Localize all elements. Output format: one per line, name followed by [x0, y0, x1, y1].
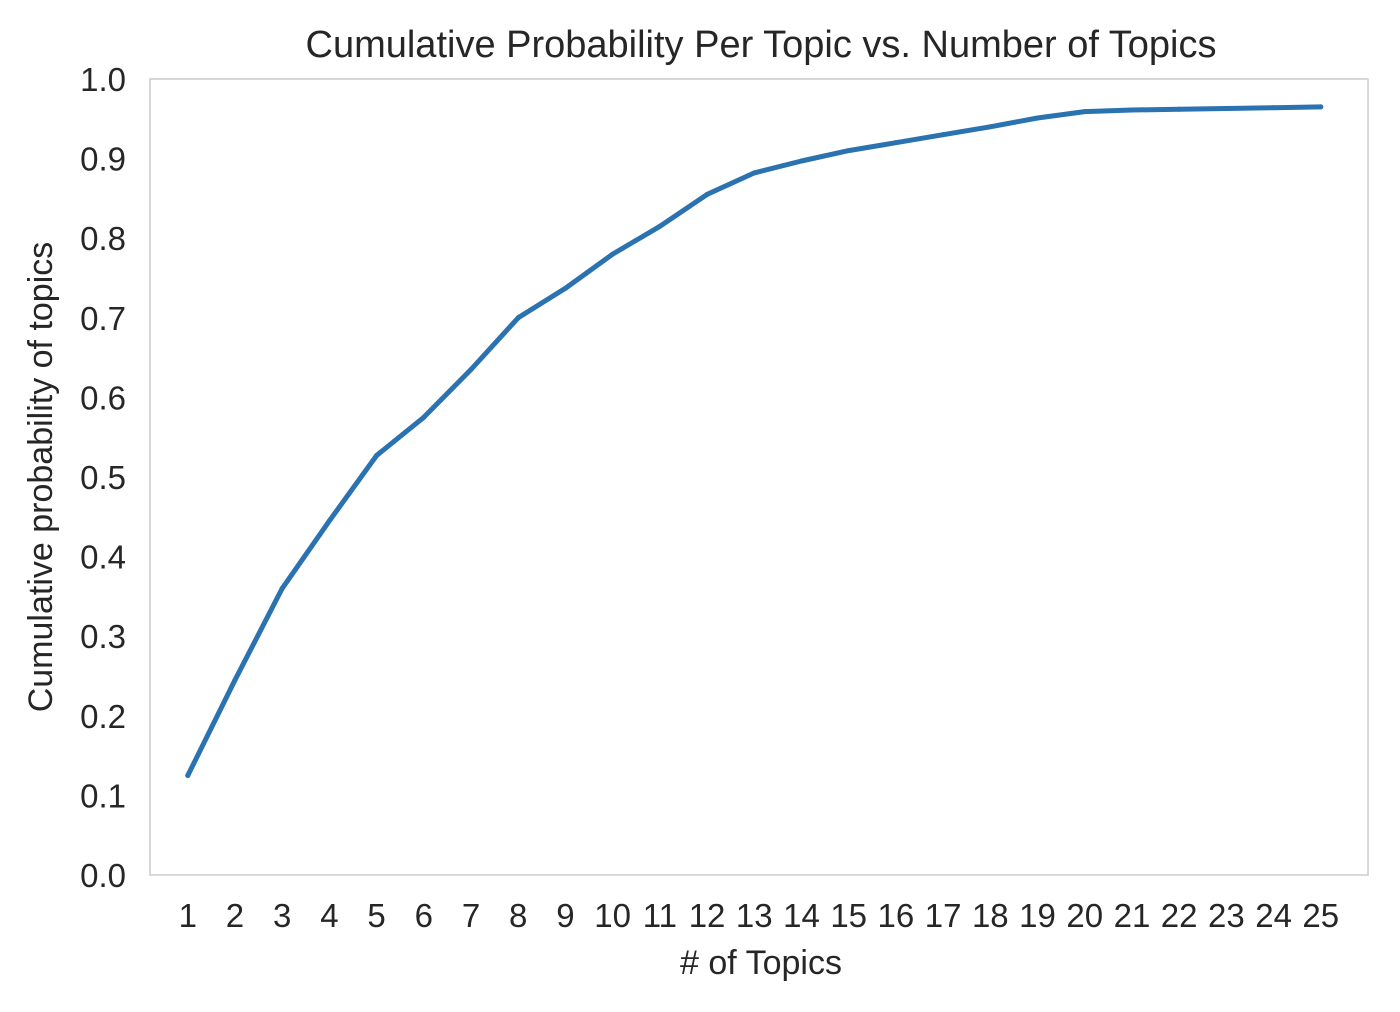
x-tick-label: 13	[736, 897, 773, 934]
y-tick-label: 1.0	[80, 61, 126, 98]
x-tick-label: 8	[509, 897, 527, 934]
data-point	[515, 315, 521, 321]
data-point	[468, 367, 474, 373]
data-point	[185, 773, 191, 778]
data-point	[893, 140, 899, 146]
data-point	[1082, 109, 1088, 115]
x-tick-label: 20	[1066, 897, 1103, 934]
data-point	[279, 585, 285, 591]
data-point	[751, 170, 757, 176]
x-axis-ticks: 1 2 3 4 5 6 7 8 9 10 11 12 13 14 15 16 17 18 19 20 21 22 23 24 2…	[179, 897, 1340, 934]
data-point	[1318, 104, 1324, 110]
data-point	[562, 285, 568, 291]
x-tick-label: 17	[925, 897, 962, 934]
x-tick-label: 11	[643, 897, 677, 934]
data-point	[326, 518, 332, 524]
x-tick-label: 24	[1255, 897, 1292, 934]
y-axis-ticks: 0.0 0.1 0.2 0.3 0.4 0.5 0.6 0.7 0.8 0.9 1.0	[80, 61, 126, 894]
x-tick-label: 15	[830, 897, 867, 934]
y-tick-label: 0.5	[80, 459, 126, 496]
y-tick-label: 0.2	[80, 698, 126, 735]
x-tick-label: 12	[689, 897, 726, 934]
y-axis-label: Cumulative probability of topics	[22, 242, 60, 713]
y-tick-label: 0.0	[80, 857, 126, 894]
data-point	[1035, 115, 1041, 121]
x-tick-label: 2	[226, 897, 244, 934]
data-point	[846, 148, 852, 154]
y-tick-label: 0.1	[80, 777, 126, 814]
data-point	[1271, 105, 1277, 111]
data-point	[1176, 106, 1182, 112]
x-tick-label: 10	[594, 897, 631, 934]
x-tick-label: 18	[972, 897, 1009, 934]
y-tick-label: 0.8	[80, 220, 126, 257]
y-tick-label: 0.6	[80, 379, 126, 416]
data-point	[1223, 105, 1229, 111]
x-axis-label: # of Topics	[680, 944, 842, 982]
x-tick-label: 25	[1302, 897, 1339, 934]
x-tick-label: 16	[878, 897, 915, 934]
data-point	[232, 677, 238, 683]
data-point	[421, 414, 427, 420]
x-tick-label: 1	[179, 897, 197, 934]
x-tick-label: 5	[367, 897, 385, 934]
x-tick-label: 19	[1019, 897, 1056, 934]
plot-area-frame	[149, 78, 1369, 876]
x-tick-label: 4	[320, 897, 338, 934]
x-tick-label: 21	[1114, 897, 1151, 934]
x-tick-label: 23	[1208, 897, 1245, 934]
x-tick-label: 7	[462, 897, 480, 934]
series-layer	[185, 104, 1324, 778]
x-tick-label: 9	[556, 897, 574, 934]
data-point	[798, 158, 804, 164]
data-point	[374, 453, 380, 459]
data-point	[704, 191, 710, 197]
data-point	[940, 132, 946, 138]
data-point	[987, 124, 993, 130]
y-tick-label: 0.3	[80, 618, 126, 655]
series-line	[185, 104, 1324, 778]
data-point	[610, 251, 616, 257]
x-tick-label: 6	[415, 897, 433, 934]
chart-title: Cumulative Probability Per Topic vs. Num…	[306, 24, 1217, 66]
x-tick-label: 3	[273, 897, 291, 934]
data-point	[1129, 107, 1135, 113]
data-point	[657, 223, 663, 229]
x-tick-label: 22	[1161, 897, 1198, 934]
y-tick-label: 0.9	[80, 141, 126, 178]
x-tick-label: 14	[783, 897, 820, 934]
y-tick-label: 0.4	[80, 539, 126, 576]
y-tick-label: 0.7	[80, 300, 126, 337]
